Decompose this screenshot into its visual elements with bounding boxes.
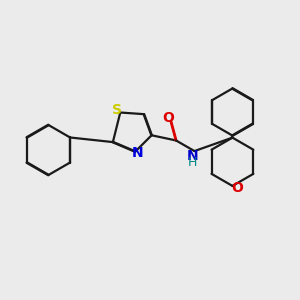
Text: N: N xyxy=(186,149,198,164)
Text: N: N xyxy=(132,146,143,160)
Text: O: O xyxy=(231,181,243,195)
Text: O: O xyxy=(162,112,174,125)
Text: S: S xyxy=(112,103,122,117)
Text: H: H xyxy=(188,156,197,169)
